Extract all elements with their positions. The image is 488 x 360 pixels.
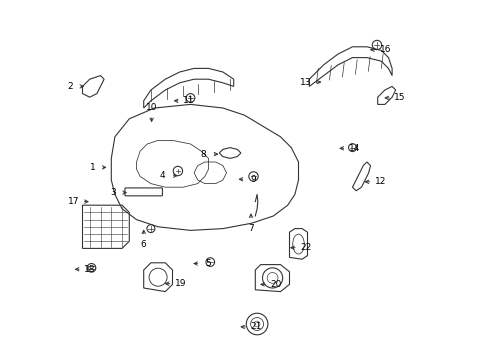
Text: 8: 8: [200, 150, 206, 159]
Text: 3: 3: [110, 188, 116, 197]
Text: 19: 19: [174, 279, 186, 288]
Text: 15: 15: [393, 94, 405, 103]
Text: 5: 5: [205, 259, 211, 268]
Text: 16: 16: [379, 45, 390, 54]
Text: 20: 20: [269, 280, 281, 289]
Text: 18: 18: [84, 265, 95, 274]
Text: 12: 12: [374, 177, 385, 186]
Bar: [88, 266, 95, 269]
Text: 10: 10: [145, 103, 157, 112]
Text: 6: 6: [141, 240, 146, 249]
Text: 1: 1: [89, 163, 95, 172]
Text: 9: 9: [250, 175, 256, 184]
Text: 22: 22: [300, 243, 311, 252]
Text: 14: 14: [348, 144, 359, 153]
Text: 11: 11: [183, 96, 194, 105]
Text: 21: 21: [250, 323, 261, 331]
Text: 4: 4: [160, 171, 165, 180]
Text: 2: 2: [67, 82, 73, 91]
Text: 17: 17: [68, 197, 80, 206]
Text: 7: 7: [247, 224, 253, 233]
Text: 13: 13: [299, 78, 311, 87]
